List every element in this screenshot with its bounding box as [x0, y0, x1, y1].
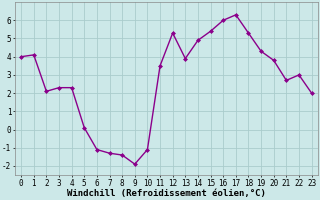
X-axis label: Windchill (Refroidissement éolien,°C): Windchill (Refroidissement éolien,°C) — [67, 189, 266, 198]
